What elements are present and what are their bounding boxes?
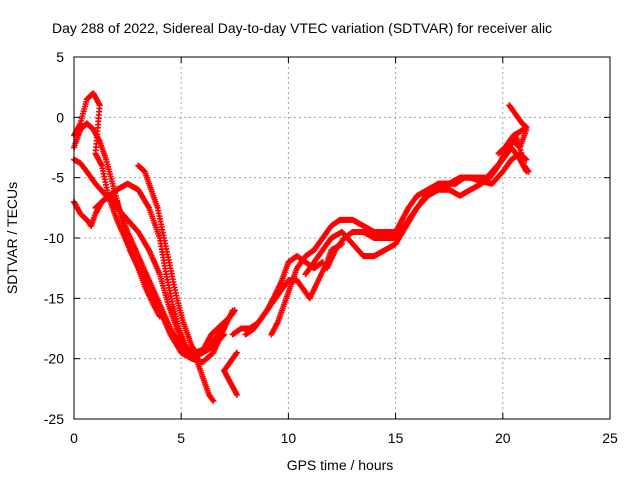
x-tick-label: 10 [281, 430, 297, 446]
data-point [210, 397, 217, 404]
chart-title: Day 288 of 2022, Sidereal Day-to-day VTE… [52, 20, 552, 36]
series-track-7 [221, 349, 240, 398]
x-tick-label: 20 [495, 430, 511, 446]
tick-labels: 0 5 10 15 20 25 -25 -20 -15 -10 -5 0 5 [44, 49, 618, 446]
y-axis-label: SDTVAR / TECUs [4, 182, 20, 294]
x-tick-label: 0 [70, 430, 78, 446]
data-point [495, 150, 502, 157]
series-track-5 [92, 192, 163, 320]
data-point [221, 331, 228, 338]
data-point [496, 149, 503, 156]
y-tick-label: -20 [44, 351, 64, 367]
x-tick-label: 25 [602, 430, 618, 446]
y-tick-label: -10 [44, 230, 64, 246]
y-tick-label: -25 [44, 411, 64, 427]
x-axis-label: GPS time / hours [287, 457, 394, 473]
data-point [233, 391, 240, 398]
y-tick-label: -5 [52, 170, 65, 186]
plot-frame [73, 56, 611, 420]
series-track-6 [135, 162, 217, 404]
data-point [525, 168, 532, 175]
data-point [220, 326, 227, 333]
data-point [220, 332, 227, 339]
data-point [221, 325, 228, 332]
data-points [71, 90, 532, 404]
y-tick-label: 0 [56, 109, 64, 125]
data-point [112, 197, 119, 204]
series-track-14 [495, 102, 530, 157]
series-track-9 [242, 241, 345, 338]
x-tick-label: 15 [388, 430, 404, 446]
y-tick-label: -15 [44, 290, 64, 306]
y-tick-label: 5 [56, 49, 64, 65]
data-point [156, 313, 163, 320]
series-track-15 [188, 307, 238, 360]
data-point [231, 307, 238, 314]
x-tick-label: 5 [177, 430, 185, 446]
data-point [523, 156, 530, 163]
